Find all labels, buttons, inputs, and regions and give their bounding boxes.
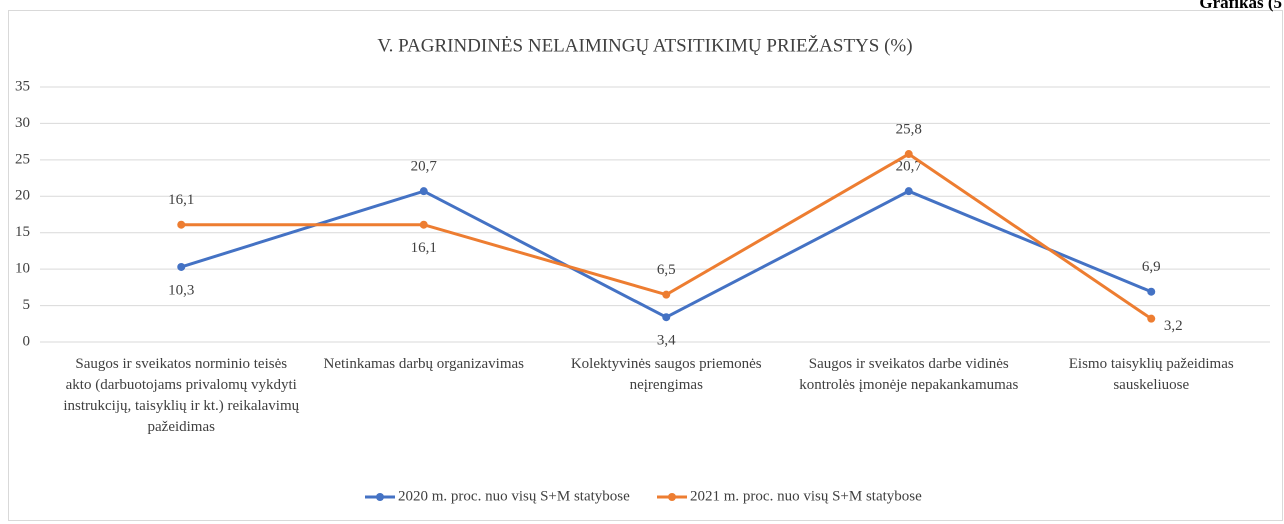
page-label: Grafikas (5 — [1199, 0, 1282, 12]
y-tick-label: 10 — [15, 261, 30, 277]
data-label: 3,4 — [657, 333, 676, 349]
data-label: 20,7 — [896, 159, 923, 175]
data-label: 16,1 — [168, 192, 194, 208]
legend-marker — [376, 493, 384, 501]
y-tick-label: 0 — [23, 333, 31, 349]
chart-border — [8, 10, 1283, 521]
data-point — [1147, 287, 1156, 296]
data-label: 20,7 — [411, 159, 438, 175]
x-tick-label: Saugos ir sveikatos norminio teisės akto… — [63, 356, 300, 435]
y-tick-label: 25 — [15, 151, 30, 167]
data-point — [662, 313, 671, 322]
y-tick-label: 15 — [15, 224, 30, 240]
data-point — [177, 262, 186, 271]
y-tick-label: 35 — [15, 78, 30, 94]
x-tick-label: Saugos ir sveikatos darbe vidinės kontro… — [799, 356, 1019, 393]
legend-marker — [668, 493, 676, 501]
data-label: 16,1 — [411, 240, 437, 256]
y-tick-label: 5 — [23, 297, 31, 313]
data-point — [177, 220, 186, 229]
data-point — [1147, 314, 1156, 323]
x-tick-label: Kolektyvinės saugos priemonės neįrengima… — [570, 356, 762, 393]
data-point — [419, 187, 428, 196]
data-label: 6,5 — [657, 262, 676, 278]
y-tick-label: 20 — [15, 188, 30, 204]
data-point — [662, 290, 671, 299]
x-tick-label: Eismo taisyklių pažeidimas sauskeliuose — [1068, 356, 1234, 393]
x-tick-label: Netinkamas darbų organizavimas — [323, 356, 525, 372]
legend-label: 2020 m. proc. nuo visų S+M statybose — [398, 488, 630, 504]
data-point — [904, 187, 913, 196]
chart-title: V. PAGRINDINĖS NELAIMINGŲ ATSITIKIMŲ PRI… — [377, 34, 912, 56]
data-label: 25,8 — [896, 121, 922, 137]
data-point — [904, 150, 913, 159]
data-label: 3,2 — [1164, 318, 1183, 334]
data-point — [419, 220, 428, 229]
legend-label: 2021 m. proc. nuo visų S+M statybose — [690, 488, 922, 504]
data-label: 6,9 — [1142, 259, 1161, 275]
data-label: 10,3 — [168, 282, 194, 298]
y-tick-label: 30 — [15, 115, 30, 131]
